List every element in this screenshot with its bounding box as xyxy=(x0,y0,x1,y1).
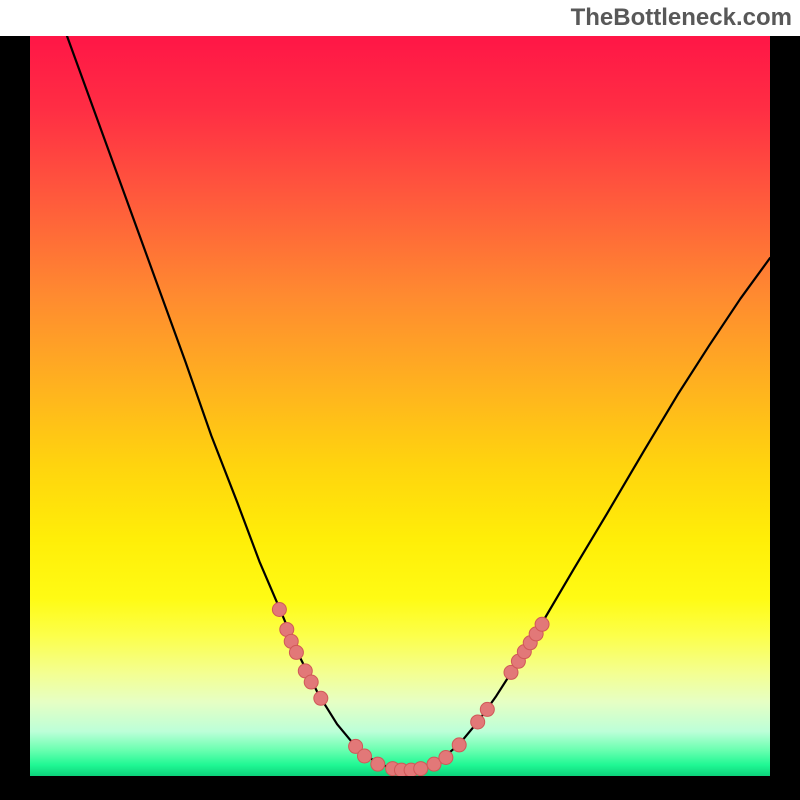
chart-svg xyxy=(0,36,800,800)
border-left xyxy=(0,36,30,800)
marker-dot xyxy=(314,691,328,705)
marker-dot xyxy=(471,715,485,729)
border-bottom xyxy=(0,776,800,800)
marker-dot xyxy=(452,738,466,752)
marker-dot xyxy=(289,645,303,659)
chart-container: { "watermark": "TheBottleneck.com", "cha… xyxy=(0,0,800,800)
marker-dot xyxy=(357,749,371,763)
marker-dot xyxy=(480,702,494,716)
marker-dot xyxy=(414,762,428,776)
marker-dot xyxy=(439,751,453,765)
marker-dot xyxy=(272,603,286,617)
border-right xyxy=(770,36,800,800)
marker-dot xyxy=(535,617,549,631)
marker-dot xyxy=(304,675,318,689)
marker-dot xyxy=(371,757,385,771)
watermark-text: TheBottleneck.com xyxy=(571,4,792,32)
gradient-background xyxy=(30,36,770,776)
